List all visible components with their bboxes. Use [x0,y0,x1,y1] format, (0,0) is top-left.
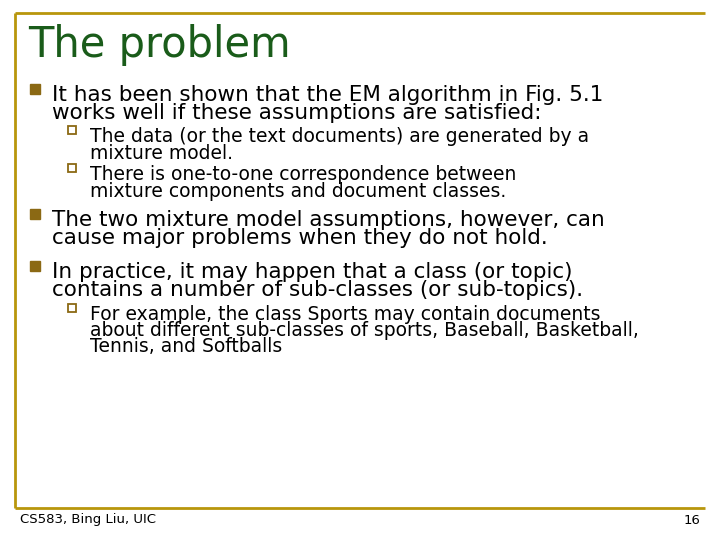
Text: 16: 16 [683,514,700,526]
Text: The problem: The problem [28,24,291,66]
Text: works well if these assumptions are satisfied:: works well if these assumptions are sati… [52,103,541,123]
Text: In practice, it may happen that a class (or topic): In practice, it may happen that a class … [52,262,572,282]
Text: Tennis, and Softballs: Tennis, and Softballs [90,337,282,356]
Text: contains a number of sub-classes (or sub-topics).: contains a number of sub-classes (or sub… [52,280,583,300]
Bar [30,84,40,94]
Text: For example, the class Sports may contain documents: For example, the class Sports may contai… [90,305,600,324]
Bar [30,209,40,219]
Text: The data (or the text documents) are generated by a: The data (or the text documents) are gen… [90,127,589,146]
Bar [30,261,40,271]
Text: CS583, Bing Liu, UIC: CS583, Bing Liu, UIC [20,514,156,526]
Bar [68,304,76,312]
Text: The two mixture model assumptions, however, can: The two mixture model assumptions, howev… [52,210,605,230]
Bar [68,126,76,134]
Bar [68,164,76,172]
Text: cause major problems when they do not hold.: cause major problems when they do not ho… [52,228,548,248]
Text: about different sub-classes of sports, Baseball, Basketball,: about different sub-classes of sports, B… [90,321,639,340]
Text: mixture model.: mixture model. [90,144,233,163]
Text: mixture components and document classes.: mixture components and document classes. [90,182,506,201]
Text: There is one-to-one correspondence between: There is one-to-one correspondence betwe… [90,165,516,184]
Text: It has been shown that the EM algorithm in Fig. 5.1: It has been shown that the EM algorithm … [52,85,603,105]
